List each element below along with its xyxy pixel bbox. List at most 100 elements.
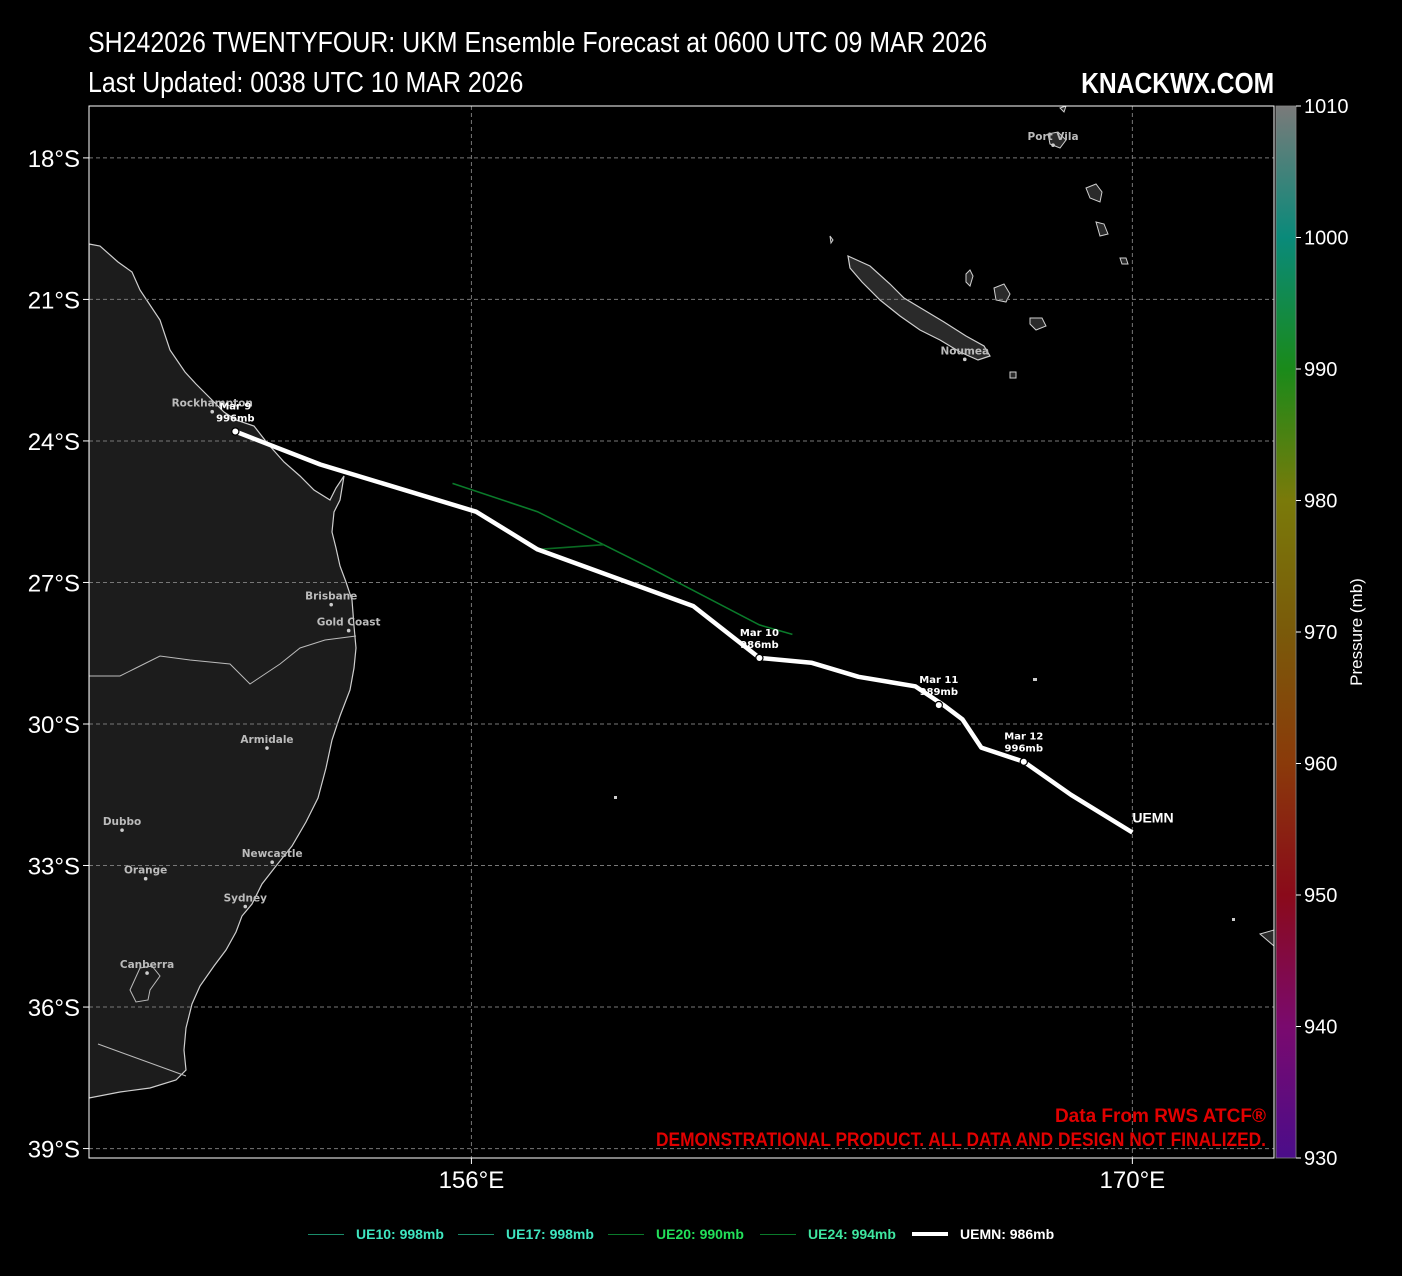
city-label: Dubbo [103, 816, 141, 828]
colorbar-tick-label: 990 [1304, 359, 1337, 381]
lifou-island [993, 283, 1011, 303]
lon-tick-label: 156°E [439, 1167, 505, 1194]
city-marker [1051, 143, 1055, 147]
marker-date-label: Mar 9 [219, 402, 251, 413]
city-label: Canberra [120, 959, 174, 971]
data-source-note: Data From RWS ATCF® [1055, 1106, 1266, 1127]
islet [614, 796, 617, 799]
legend-swatch [760, 1233, 796, 1235]
city-label: Rockhampton [172, 398, 253, 410]
city-label: Port Vila [1028, 131, 1079, 143]
vanuatu-island [1095, 221, 1109, 237]
new-caledonia-land [847, 254, 991, 361]
mean-track [234, 429, 1134, 835]
nz-north-tip [1258, 929, 1274, 947]
map-frame [88, 105, 1275, 1159]
brand-logo: KNACKWX.COM [1080, 68, 1274, 100]
lat-tick-label: 33°S [28, 854, 80, 881]
legend-swatch [308, 1233, 344, 1235]
legend-item: UE17: 998mb [458, 1222, 594, 1246]
islet [1232, 918, 1235, 921]
legend-item: UE24: 994mb [760, 1222, 896, 1246]
lat-tick-label: 24°S [28, 429, 80, 456]
act-border [129, 965, 161, 1003]
colorbar-label: Pressure (mb) [1347, 578, 1366, 686]
legend-swatch [912, 1232, 948, 1236]
track-marker [934, 700, 944, 710]
city-marker [143, 876, 148, 881]
vanuatu-island [1085, 183, 1103, 203]
colorbar [1275, 105, 1297, 1159]
lat-tick-label: 21°S [28, 287, 80, 314]
marker-date-label: Mar 11 [919, 675, 958, 686]
city-marker [210, 409, 215, 414]
city-label: Armidale [240, 734, 293, 746]
track-end-label: UEMN [1132, 809, 1173, 825]
marker-date-label: Mar 10 [740, 628, 779, 639]
legend-item: UE10: 998mb [308, 1222, 444, 1246]
isle-of-pines [1009, 371, 1017, 379]
legend-item: UE20: 990mb [608, 1222, 744, 1246]
lat-tick-label: 39°S [28, 1137, 80, 1164]
legend-label: UE24: 994mb [808, 1226, 896, 1242]
track-marker [755, 653, 764, 663]
legend-label: UE17: 998mb [506, 1226, 594, 1242]
city-marker [329, 602, 333, 607]
colorbar-tick-label: 970 [1304, 622, 1337, 644]
city-marker [145, 971, 149, 975]
member-track [537, 543, 604, 551]
vanuatu-island [1059, 106, 1067, 113]
city-label: Sydney [224, 893, 268, 905]
city-marker [265, 746, 269, 750]
legend-label: UE10: 998mb [356, 1226, 444, 1242]
legend: UE10: 998mb UE17: 998mb UE20: 990mb UE24: 9… [0, 1222, 1402, 1246]
colorbar-tick-label: 940 [1304, 1017, 1337, 1039]
marker-pressure-label: 989mb [920, 687, 958, 698]
lat-tick-label: 27°S [28, 570, 80, 597]
legend-label: UE20: 990mb [656, 1226, 744, 1242]
city-label: Brisbane [305, 591, 357, 603]
marker-pressure-label: 996mb [1005, 744, 1043, 755]
colorbar-tick-label: 950 [1304, 885, 1337, 907]
legend-item: UEMN: 986mb [912, 1222, 1054, 1246]
colorbar-tick-label: 1010 [1304, 96, 1349, 118]
city-label: Noumea [940, 345, 989, 357]
australia-land [89, 243, 357, 1099]
mare-island [1029, 317, 1047, 331]
islet [1033, 678, 1037, 681]
qld-nsw-border [89, 635, 357, 685]
vanuatu-island [1119, 257, 1129, 265]
colorbar-tick-label: 930 [1304, 1148, 1337, 1170]
colorbar-tick-label: 960 [1304, 754, 1337, 776]
marker-date-label: Mar 12 [1004, 732, 1043, 743]
city-marker [346, 628, 351, 633]
legend-swatch [458, 1233, 494, 1235]
marker-pressure-label: 996mb [216, 414, 254, 425]
city-marker [270, 860, 274, 865]
chart-title: SH242026 TWENTYFOUR: UKM Ensemble Foreca… [88, 27, 988, 59]
lat-tick-label: 18°S [28, 146, 80, 173]
loyalty-island [965, 269, 974, 287]
colorbar-tick-label: 1000 [1304, 228, 1349, 250]
lon-tick-label: 170°E [1100, 1167, 1166, 1194]
nsw-vic-border [97, 1043, 187, 1077]
disclaimer-note: DEMONSTRATIONAL PRODUCT. ALL DATA AND DE… [656, 1130, 1266, 1151]
chart-subtitle: Last Updated: 0038 UTC 10 MAR 2026 [88, 67, 524, 99]
legend-swatch [608, 1233, 644, 1235]
city-label: Newcastle [242, 848, 303, 860]
legend-label: UEMN: 986mb [960, 1226, 1055, 1242]
member-track [452, 482, 793, 636]
city-marker [243, 904, 248, 909]
track-marker [1019, 757, 1028, 766]
lat-tick-label: 30°S [28, 712, 80, 739]
colorbar-tick-label: 980 [1304, 491, 1337, 513]
marker-pressure-label: 986mb [740, 640, 778, 651]
islet [829, 235, 834, 245]
city-marker [962, 357, 967, 362]
city-marker [120, 828, 124, 832]
city-label: Orange [124, 865, 167, 877]
lat-tick-label: 36°S [28, 995, 80, 1022]
city-label: Gold Coast [317, 617, 381, 629]
track-marker [231, 427, 240, 436]
